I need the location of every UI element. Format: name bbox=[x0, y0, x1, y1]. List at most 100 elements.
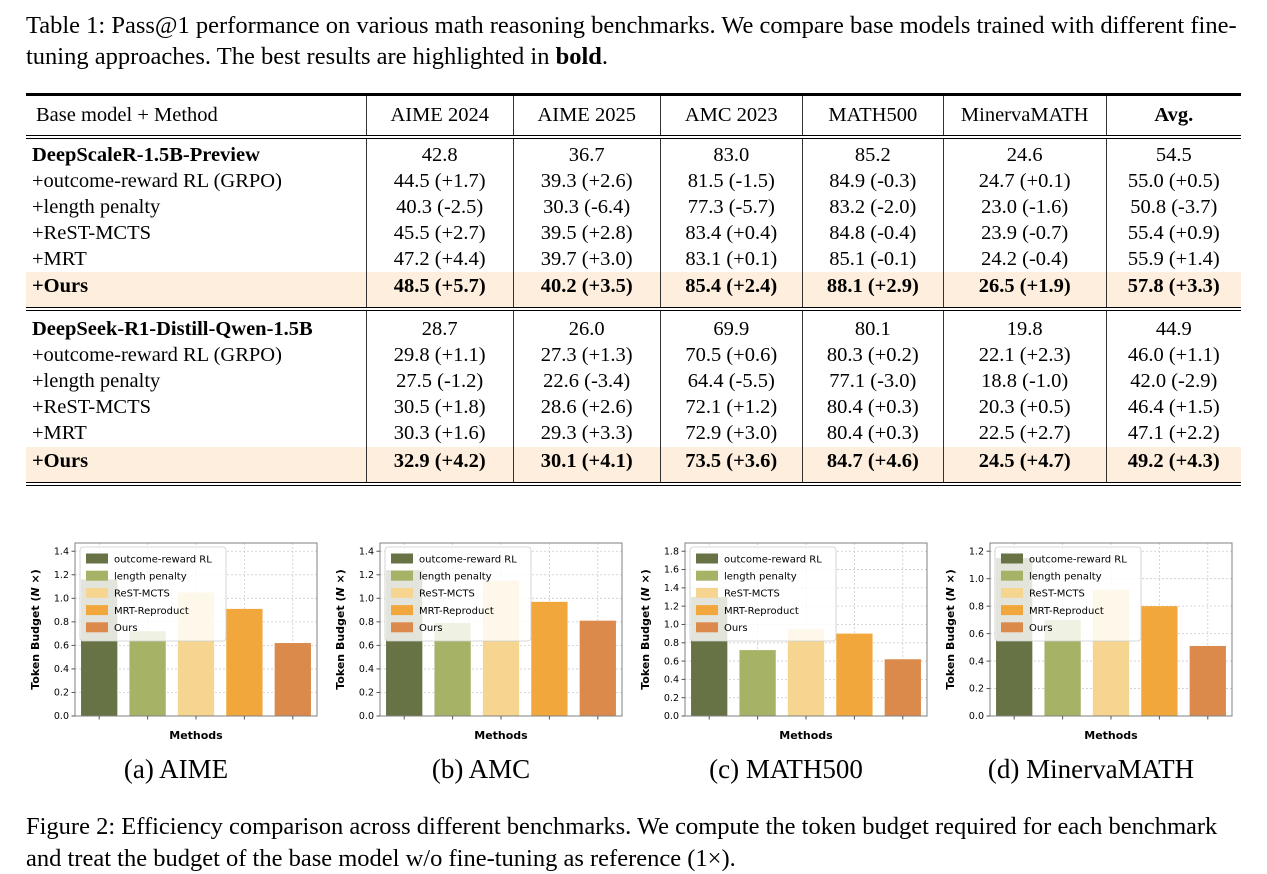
svg-text:0.2: 0.2 bbox=[969, 683, 984, 694]
method-cell: +Ours bbox=[26, 272, 367, 310]
table-row: +MRT 47.2 (+4.4) 39.7 (+3.0) 83.1 (+0.1) 85.… bbox=[26, 246, 1241, 273]
column-header: AIME 2024 bbox=[365, 92, 514, 139]
value-cell: 42.8 bbox=[365, 136, 514, 169]
svg-text:0.2: 0.2 bbox=[54, 687, 69, 698]
value-cell: 77.1 (-3.0) bbox=[801, 368, 944, 395]
table-row: +outcome-reward RL (GRPO) 44.5 (+1.7) 39.3… bbox=[26, 168, 1241, 195]
value-cell: 42.0 (-2.9) bbox=[1105, 368, 1241, 395]
svg-text:0.6: 0.6 bbox=[664, 656, 679, 667]
value-cell: 84.9 (-0.3) bbox=[801, 168, 944, 195]
legend-swatch bbox=[391, 604, 413, 615]
value-cell: 27.5 (-1.2) bbox=[365, 368, 514, 395]
bar-mrt-reproduct bbox=[531, 601, 568, 716]
x-axis-label: Methods bbox=[779, 729, 833, 742]
svg-text:0.0: 0.0 bbox=[664, 711, 679, 722]
svg-text:0.2: 0.2 bbox=[359, 687, 374, 698]
column-header: AMC 2023 bbox=[659, 92, 803, 139]
x-axis-label: Methods bbox=[474, 729, 528, 742]
x-axis-label: Methods bbox=[1084, 729, 1138, 742]
table-row: +length penalty 27.5 (-1.2) 22.6 (-3.4) 64.… bbox=[26, 368, 1241, 395]
value-cell: 85.2 bbox=[801, 136, 944, 169]
value-cell: 83.0 bbox=[659, 136, 803, 169]
method-cell: +outcome-reward RL (GRPO) bbox=[32, 169, 282, 192]
value-cell: 26.5 (+1.9) bbox=[942, 272, 1107, 310]
figure-2-panels: 0.0 0.2 0.4 0.6 0.8 1.0 1.2 1.4 Methods Token Bud… bbox=[26, 536, 1241, 785]
panel-subcaption: (c) MATH500 bbox=[709, 753, 863, 784]
value-cell: 46.0 (+1.1) bbox=[1105, 342, 1241, 369]
value-cell: 55.9 (+1.4) bbox=[1105, 246, 1241, 273]
y-tick-labels: 0.0 0.2 0.4 0.6 0.8 1.0 1.2 bbox=[969, 546, 984, 722]
value-cell: 39.7 (+3.0) bbox=[512, 246, 661, 273]
value-cell: 30.1 (+4.1) bbox=[512, 446, 661, 486]
figure-panel: 0.0 0.2 0.4 0.6 0.8 1.0 1.2 Methods Token Budget… bbox=[943, 536, 1239, 785]
legend-swatch bbox=[86, 604, 108, 615]
legend-label: Ours bbox=[419, 623, 443, 634]
results-table: Base model + Method AIME 2024 AIME 2025 AMC… bbox=[26, 92, 1241, 486]
x-axis-label: Methods bbox=[169, 729, 223, 742]
value-cell: 39.3 (+2.6) bbox=[512, 168, 661, 195]
column-header: Base model + Method bbox=[26, 92, 367, 139]
legend-swatch bbox=[1001, 570, 1023, 581]
value-cell: 22.1 (+2.3) bbox=[942, 342, 1107, 369]
y-axis-label: Token Budget (N ×) bbox=[639, 569, 652, 690]
legend-box bbox=[79, 546, 227, 642]
svg-text:0.0: 0.0 bbox=[54, 711, 69, 722]
value-cell: 55.4 (+0.9) bbox=[1105, 220, 1241, 247]
svg-text:0.4: 0.4 bbox=[664, 674, 679, 685]
method-cell: DeepScaleR-1.5B-Preview bbox=[32, 143, 260, 166]
column-header: MATH500 bbox=[801, 92, 944, 139]
bar-length-penalty bbox=[739, 649, 776, 716]
value-cell: 27.3 (+1.3) bbox=[512, 342, 661, 369]
svg-text:0.6: 0.6 bbox=[359, 640, 374, 651]
svg-text:1.2: 1.2 bbox=[664, 601, 679, 612]
legend-swatch bbox=[696, 587, 718, 598]
value-cell: 29.3 (+3.3) bbox=[512, 420, 661, 447]
svg-text:0.2: 0.2 bbox=[664, 693, 679, 704]
value-cell: 81.5 (-1.5) bbox=[659, 168, 803, 195]
legend-swatch bbox=[391, 553, 413, 564]
value-cell: 80.1 bbox=[801, 307, 944, 343]
table-caption-suffix: . bbox=[601, 43, 609, 71]
table-row: +outcome-reward RL (GRPO) 29.8 (+1.1) 27.3… bbox=[26, 342, 1241, 369]
value-cell: 19.8 bbox=[942, 307, 1107, 343]
bar-length-penalty bbox=[129, 630, 166, 716]
bar-ours bbox=[274, 642, 311, 716]
header-row: Base model + Method AIME 2024 AIME 2025 AMC… bbox=[26, 92, 1241, 139]
legend-swatch bbox=[86, 622, 108, 633]
method-cell: +ReST-MCTS bbox=[32, 396, 152, 419]
legend-swatch bbox=[1001, 553, 1023, 564]
legend-label: length penalty bbox=[1029, 571, 1102, 582]
method-cell: +MRT bbox=[32, 247, 87, 270]
table-row: DeepSeek-R1-Distill-Qwen-1.5B 28.7 26.0 69.… bbox=[26, 307, 1241, 343]
panel-subcaption: (d) MinervaMATH bbox=[987, 753, 1195, 784]
figure-caption: Figure 2: Efficiency comparison across d… bbox=[26, 812, 1218, 872]
y-tick-labels: 0.0 0.2 0.4 0.6 0.8 1.0 1.2 1.4 bbox=[54, 546, 69, 722]
method-cell: +length penalty bbox=[32, 195, 161, 218]
svg-text:0.8: 0.8 bbox=[664, 638, 679, 649]
table-caption-bold-word: bold bbox=[555, 43, 602, 71]
svg-text:0.6: 0.6 bbox=[54, 640, 69, 651]
value-cell: 44.5 (+1.7) bbox=[365, 168, 514, 195]
value-cell: 46.4 (+1.5) bbox=[1105, 394, 1241, 421]
column-header: MinervaMATH bbox=[942, 92, 1107, 139]
value-cell: 28.6 (+2.6) bbox=[512, 394, 661, 421]
legend: outcome-reward RL length penalty ReST-MCTS… bbox=[384, 546, 532, 642]
value-cell: 22.5 (+2.7) bbox=[942, 420, 1107, 447]
legend-label: ReST-MCTS bbox=[114, 588, 170, 599]
value-cell: 83.1 (+0.1) bbox=[659, 246, 803, 273]
value-cell: 72.1 (+1.2) bbox=[659, 394, 803, 421]
legend-label: Ours bbox=[114, 623, 138, 634]
bar-ours bbox=[1189, 645, 1226, 716]
legend: outcome-reward RL length penalty ReST-MCTS… bbox=[689, 546, 837, 642]
y-axis-label: Token Budget (N ×) bbox=[944, 569, 957, 690]
legend-label: ReST-MCTS bbox=[1029, 588, 1085, 599]
svg-text:0.8: 0.8 bbox=[969, 601, 984, 612]
table-row: +Ours 48.5 (+5.7) 40.2 (+3.5) 85.4 (+2.4) 88… bbox=[26, 272, 1241, 310]
bar-ours bbox=[579, 620, 616, 716]
value-cell: 40.3 (-2.5) bbox=[365, 194, 514, 221]
legend-swatch bbox=[86, 570, 108, 581]
legend: outcome-reward RL length penalty ReST-MCTS… bbox=[79, 546, 227, 642]
svg-text:0.8: 0.8 bbox=[54, 617, 69, 628]
legend-box bbox=[994, 546, 1142, 642]
